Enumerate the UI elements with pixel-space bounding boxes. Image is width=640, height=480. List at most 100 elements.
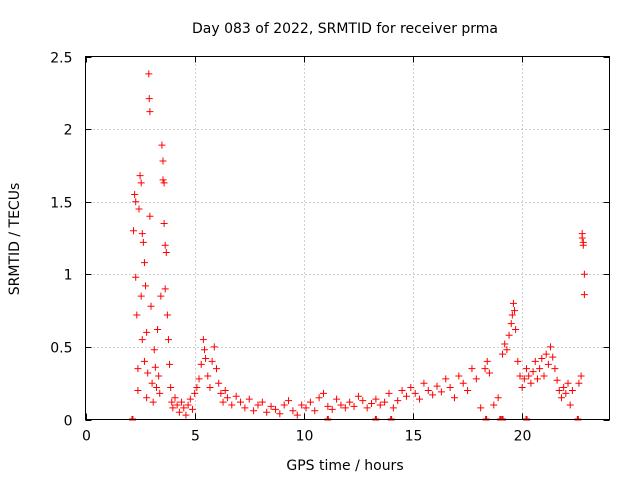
- data-point: [258, 398, 266, 406]
- data-point: [166, 360, 174, 368]
- data-point: [280, 401, 288, 409]
- data-point: [350, 402, 358, 410]
- data-point: [162, 249, 170, 257]
- data-point: [324, 402, 332, 410]
- grid-layer: [85, 56, 610, 420]
- data-point: [511, 307, 519, 315]
- y-tick-label: 0.5: [50, 341, 72, 357]
- data-point: [285, 397, 293, 405]
- data-point: [138, 336, 146, 344]
- data-point: [241, 404, 249, 412]
- data-point: [527, 379, 535, 387]
- data-point: [346, 398, 354, 406]
- data-point: [140, 259, 148, 267]
- data-point: [381, 398, 389, 406]
- data-point: [542, 350, 550, 358]
- data-point: [529, 368, 537, 376]
- data-point: [376, 401, 384, 409]
- data-point: [186, 395, 194, 403]
- data-point: [208, 357, 216, 365]
- data-point: [359, 397, 367, 405]
- data-point: [159, 176, 167, 184]
- data-point: [485, 369, 493, 377]
- data-point: [147, 302, 155, 310]
- data-point: [568, 386, 576, 394]
- data-point: [481, 365, 489, 373]
- data-point-zero: [128, 416, 136, 421]
- data-point: [306, 398, 314, 406]
- data-point: [580, 291, 588, 299]
- data-point: [560, 384, 568, 392]
- data-point: [267, 402, 275, 410]
- data-point: [132, 198, 140, 206]
- data-point: [518, 384, 526, 392]
- data-point: [180, 404, 188, 412]
- data-point: [363, 404, 371, 412]
- data-point: [164, 336, 172, 344]
- data-point: [328, 405, 336, 413]
- data-point: [221, 386, 229, 394]
- data-point: [223, 394, 231, 402]
- data-point-zero: [482, 416, 490, 421]
- data-point: [182, 411, 190, 419]
- data-point: [437, 388, 445, 396]
- data-point-zero: [324, 416, 332, 421]
- data-point: [398, 386, 406, 394]
- data-point: [150, 346, 158, 354]
- data-point: [455, 372, 463, 380]
- data-point: [210, 343, 218, 351]
- data-point: [501, 340, 509, 348]
- data-point: [160, 179, 168, 187]
- data-point: [163, 311, 171, 319]
- data-point: [433, 382, 441, 390]
- data-point: [507, 320, 515, 328]
- data-point: [553, 376, 561, 384]
- data-point: [578, 230, 586, 238]
- data-point: [514, 357, 522, 365]
- data-point: [564, 379, 572, 387]
- data-point: [429, 391, 437, 399]
- data-point: [464, 386, 472, 394]
- chart-title: Day 083 of 2022, SRMTID for receiver prm…: [192, 21, 498, 37]
- data-point: [217, 389, 225, 397]
- data-point: [544, 360, 552, 368]
- data-point: [505, 331, 513, 339]
- data-point: [509, 299, 517, 307]
- y-tick-label: 2.5: [50, 51, 72, 67]
- data-point-zero: [574, 416, 582, 421]
- data-point: [197, 360, 205, 368]
- data-point: [494, 394, 502, 402]
- data-point: [372, 395, 380, 403]
- data-point: [566, 401, 574, 409]
- data-point: [191, 389, 199, 397]
- data-point: [354, 392, 362, 400]
- data-point-zero: [372, 416, 380, 421]
- data-point: [538, 355, 546, 363]
- data-point: [195, 375, 203, 383]
- data-point: [137, 292, 145, 300]
- x-tick-label: 15: [405, 429, 423, 445]
- data-point: [145, 95, 153, 103]
- data-point: [134, 365, 142, 373]
- data-point: [557, 394, 565, 402]
- data-point: [551, 365, 559, 373]
- data-point: [133, 311, 141, 319]
- data-point: [416, 395, 424, 403]
- x-tick-label: 0: [82, 429, 91, 445]
- data-point: [442, 375, 450, 383]
- data-point: [143, 328, 151, 336]
- data-point: [385, 389, 393, 397]
- data-point: [245, 395, 253, 403]
- data-point: [547, 343, 555, 351]
- data-point: [302, 404, 310, 412]
- data-point: [468, 365, 476, 373]
- data-point: [293, 411, 301, 419]
- data-point: [130, 227, 138, 235]
- data-point: [580, 270, 588, 278]
- data-point: [136, 172, 144, 180]
- data-point: [145, 70, 153, 78]
- data-point: [138, 230, 146, 238]
- data-point: [424, 386, 432, 394]
- data-point: [155, 372, 163, 380]
- data-point: [152, 384, 160, 392]
